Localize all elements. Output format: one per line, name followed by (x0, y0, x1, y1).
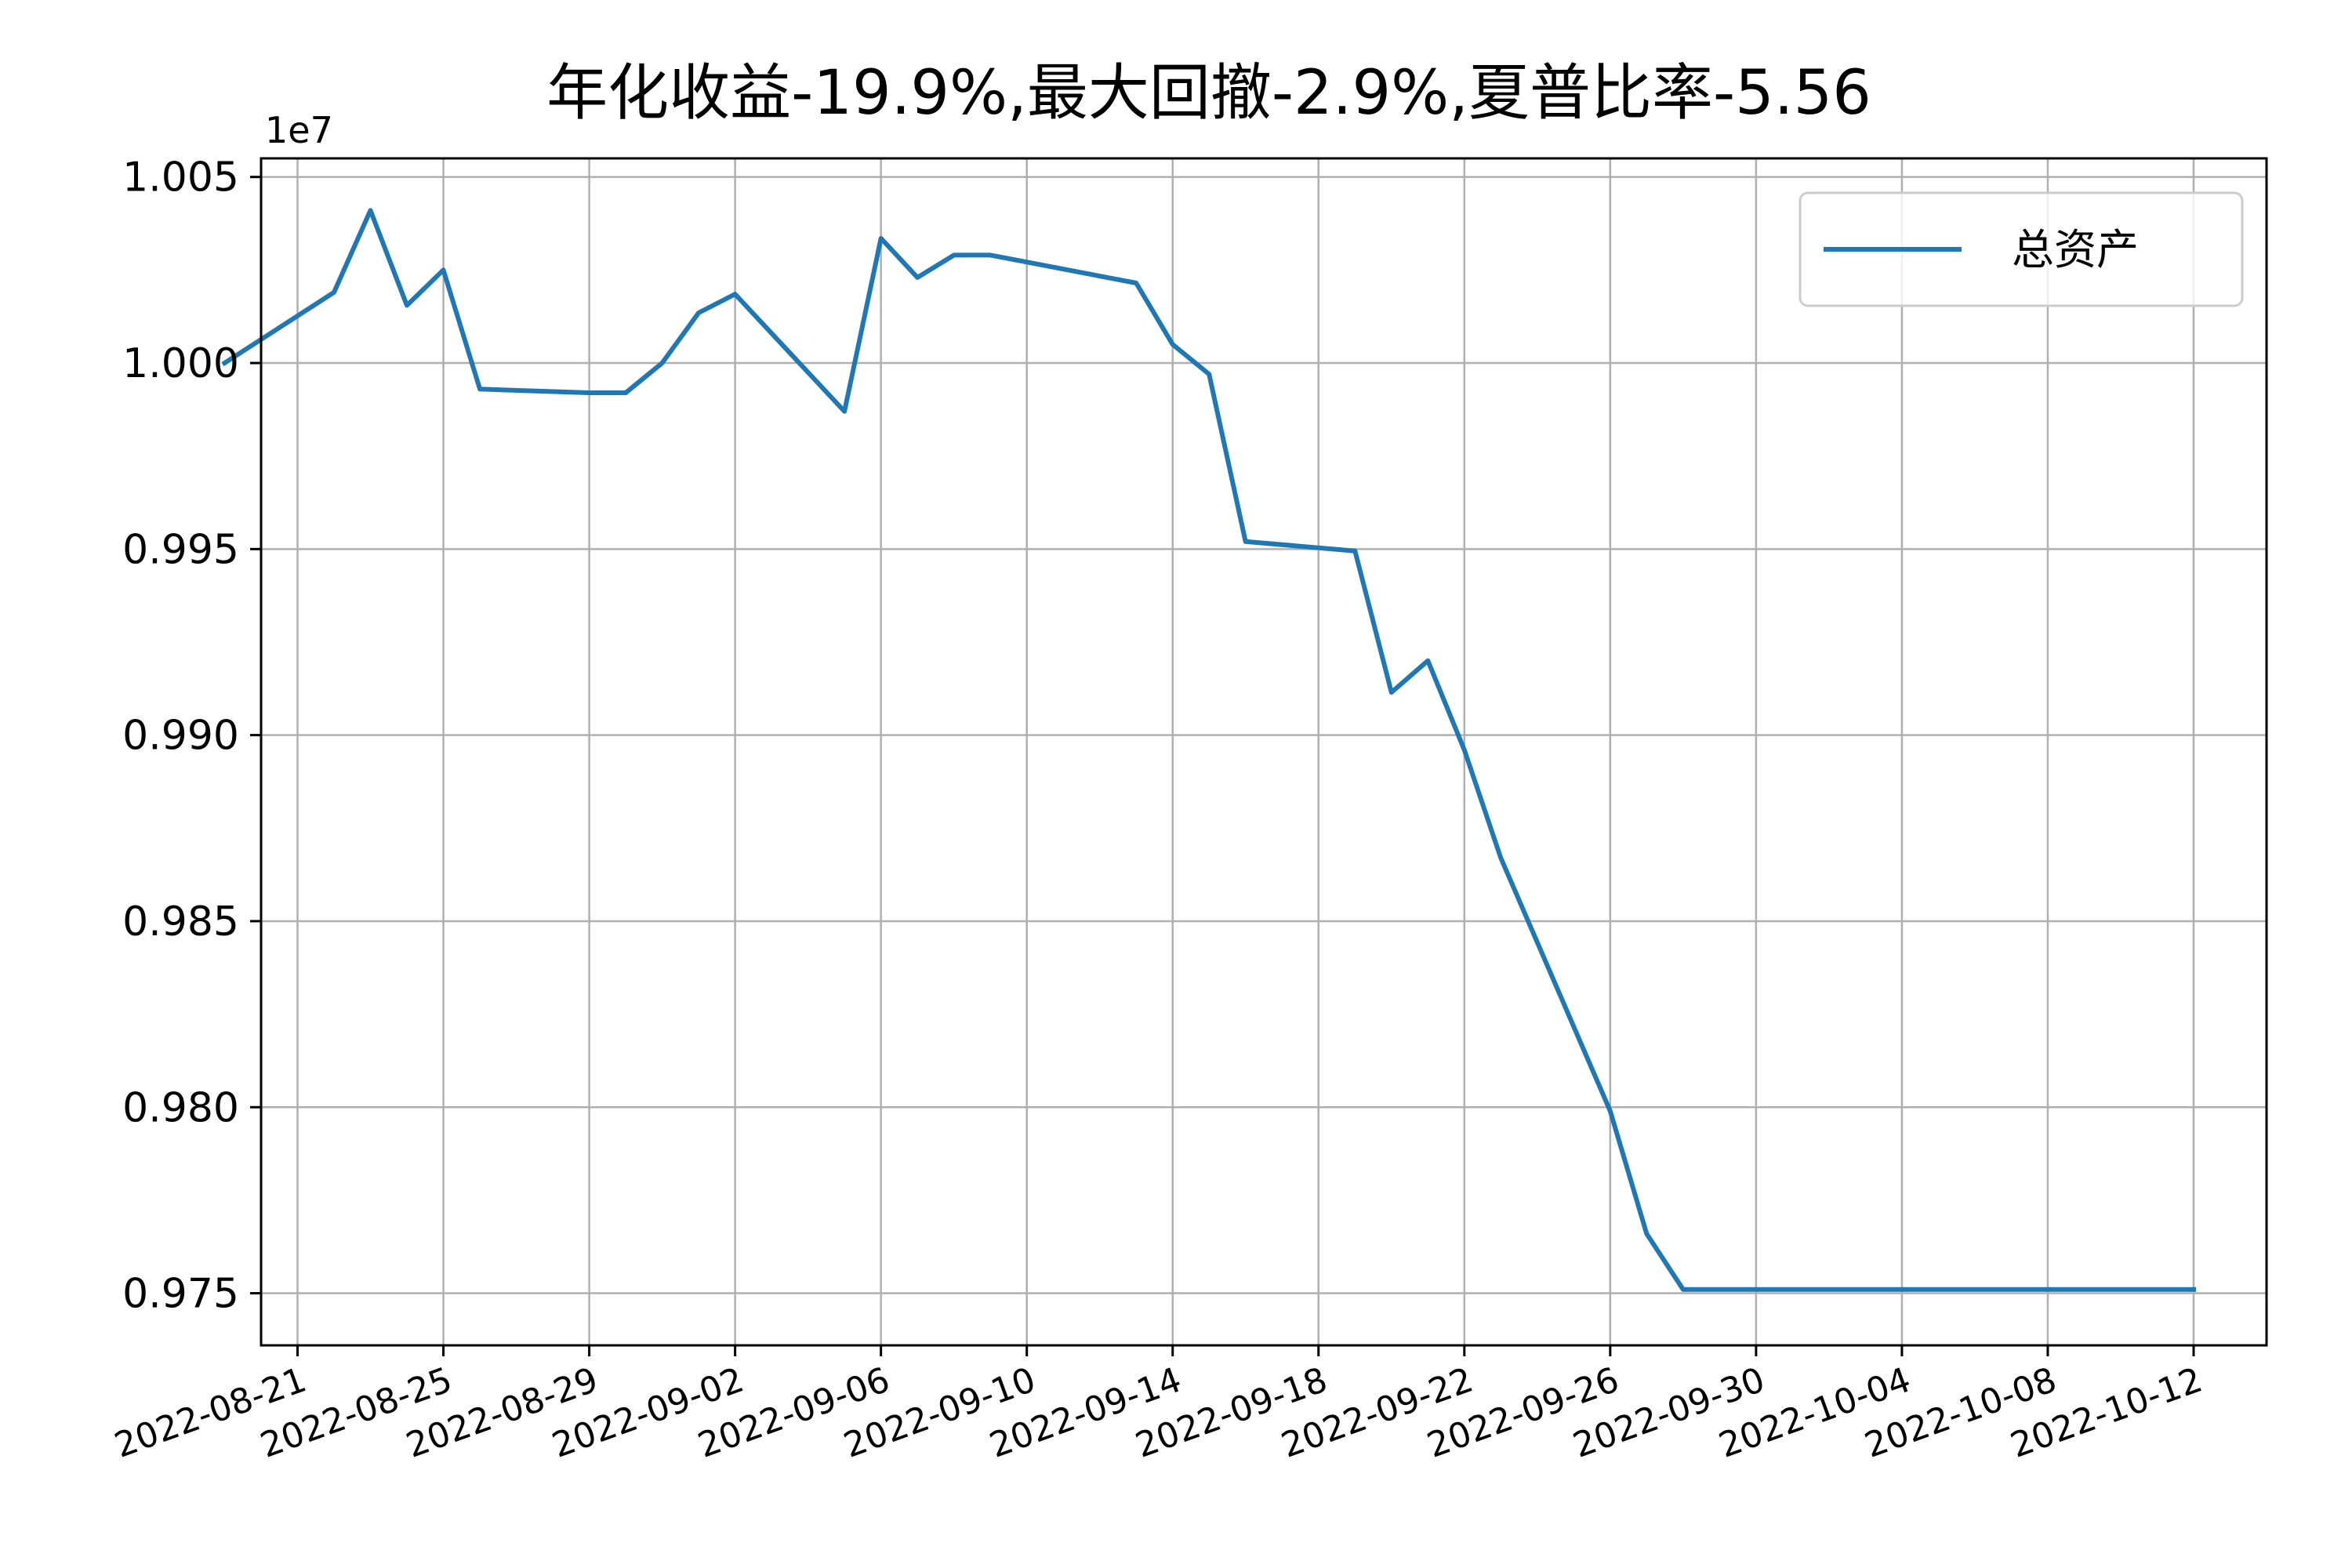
y-offset-label: 1e7 (265, 109, 333, 151)
series-layer (221, 208, 2196, 1292)
series-line-total-assets (221, 208, 2196, 1292)
grid-lines (261, 158, 2267, 1345)
legend: 总资产 (1798, 191, 2244, 307)
y-tick-label: 0.985 (122, 898, 239, 946)
y-tick-label: 0.975 (122, 1271, 239, 1318)
y-tick-label: 0.990 (122, 713, 239, 760)
chart-title: 年化收益-19.9%,最大回撤-2.9%,夏普比率-5.56 (546, 58, 1871, 129)
y-tick-label: 1.005 (122, 154, 239, 201)
y-tick-label: 0.980 (122, 1084, 239, 1131)
legend-label-total-assets: 总资产 (2012, 225, 2139, 274)
y-tick-label: 1.000 (122, 340, 239, 387)
plot-frame (260, 157, 2268, 1347)
y-tick-label: 0.995 (122, 526, 239, 573)
legend-box (1798, 191, 2244, 307)
